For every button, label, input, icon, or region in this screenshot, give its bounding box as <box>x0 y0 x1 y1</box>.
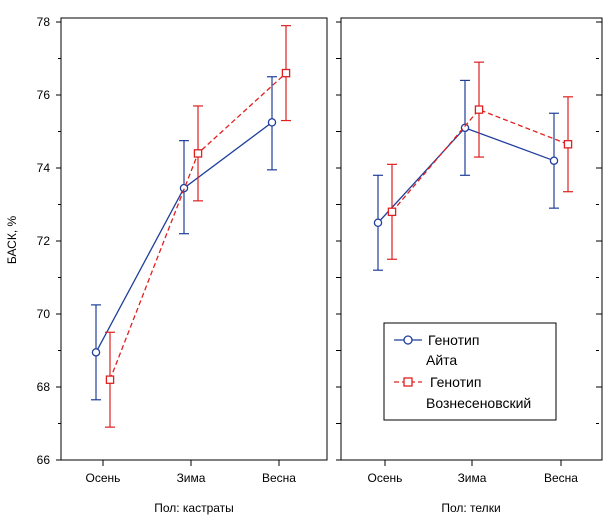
y-tick-label: 68 <box>37 380 51 394</box>
panel-left-label: Пол: кастраты <box>154 501 234 515</box>
data-point-voznesenovsky <box>105 375 115 384</box>
y-tick-label: 72 <box>37 234 51 248</box>
x-tick-label: Зима <box>458 471 487 485</box>
panel-left-frame <box>60 17 328 461</box>
panel-right-plot: Осень Зима Весна <box>368 61 578 485</box>
data-point-voznesenovsky <box>563 140 573 149</box>
y-tick-label: 70 <box>37 307 51 321</box>
legend-label-voznesenovsky-2: Вознесеновский <box>426 395 531 411</box>
y-tick-label: 66 <box>37 453 51 467</box>
y-tick-label: 78 <box>37 15 51 29</box>
legend: Генотип Айта Генотип Вознесеновский <box>383 322 557 421</box>
legend-marker-voznesenovsky <box>403 377 413 387</box>
data-point-aita <box>91 348 101 357</box>
x-tick-label: Осень <box>86 471 121 485</box>
y-tick-labels: 66 68 70 72 74 76 78 <box>37 15 61 467</box>
legend-marker-aita <box>403 335 413 345</box>
data-point-voznesenovsky <box>474 105 484 114</box>
data-point-voznesenovsky <box>193 149 203 158</box>
panel-right-label: Пол: телки <box>441 501 500 515</box>
data-point-aita <box>460 123 470 133</box>
y-axis-title: БАСК, % <box>5 216 19 265</box>
legend-box <box>383 322 557 421</box>
legend-label-voznesenovsky-1: Генотип <box>430 374 481 390</box>
panel-left: 66 68 70 72 74 76 78 Осень Зима Весна Пол: кастр… <box>37 15 328 515</box>
y-tick-label: 76 <box>37 88 51 102</box>
data-point-aita <box>549 156 559 165</box>
panel-left-plot: Осень Зима Весна <box>86 25 296 485</box>
data-point-voznesenovsky <box>387 207 397 217</box>
x-tick-label: Весна <box>544 471 578 485</box>
data-point-aita <box>267 118 277 127</box>
x-tick-label: Осень <box>368 471 403 485</box>
data-point-voznesenovsky <box>281 68 291 78</box>
panel-right: Осень Зима Весна Пол: телки Генотип Айта Г… <box>336 17 603 515</box>
x-tick-label: Зима <box>177 471 206 485</box>
data-point-aita <box>373 218 383 227</box>
series-line-voznesenovsky <box>391 108 569 213</box>
legend-label-aita-1: Генотип <box>428 332 479 348</box>
right-edge-ticks <box>336 21 602 461</box>
data-point-aita <box>179 183 189 193</box>
legend-label-aita-2: Айта <box>426 352 457 368</box>
y-tick-label: 74 <box>37 161 51 175</box>
x-tick-label: Весна <box>262 471 296 485</box>
